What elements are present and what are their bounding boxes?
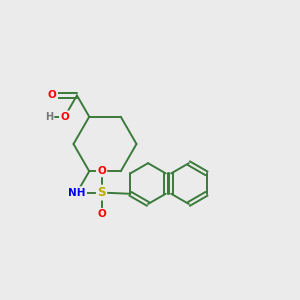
Text: H: H (45, 112, 53, 122)
Text: S: S (97, 186, 106, 199)
Text: O: O (97, 166, 106, 176)
Text: NH: NH (68, 188, 86, 198)
Text: O: O (60, 112, 69, 122)
Text: O: O (97, 209, 106, 219)
Text: O: O (48, 90, 57, 100)
